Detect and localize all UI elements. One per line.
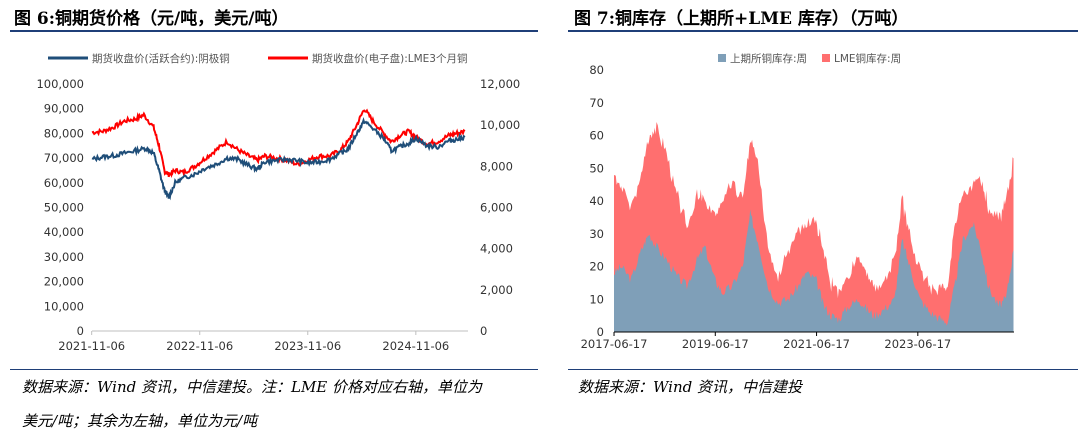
y-tick-label: 30 xyxy=(589,227,604,241)
y-right-tick-label: 10,000 xyxy=(480,118,520,132)
legend-swatch-lme xyxy=(822,54,830,62)
y-left-tick-label: 50,000 xyxy=(44,201,84,215)
y-right-tick-label: 12,000 xyxy=(480,77,520,91)
y-left-tick-label: 40,000 xyxy=(44,225,84,239)
copper-inventory-chart: 0 10 20 30 40 50 60 70 80 2017-06-17 2019-06-17 202… xyxy=(581,52,1014,351)
x-tick-label: 2023-11-06 xyxy=(274,339,341,353)
y-right-tick-label: 8,000 xyxy=(480,159,513,173)
y-right-tick-label: 0 xyxy=(480,324,487,338)
x-tick-label: 2024-11-06 xyxy=(382,339,449,353)
x-tick-label: 2023-06-17 xyxy=(884,337,951,351)
x-tick-label: 2022-11-06 xyxy=(166,339,233,353)
y-left-tick-label: 90,000 xyxy=(44,102,84,116)
y-left-tick-label: 30,000 xyxy=(44,250,84,264)
legend-swatch-shfe xyxy=(718,54,726,62)
y-right-tick-label: 6,000 xyxy=(480,201,513,215)
title-rule xyxy=(10,30,538,32)
left-chart-title: 图 6:铜期货价格（元/吨，美元/吨） xyxy=(14,9,289,29)
y-tick-label: 70 xyxy=(589,96,604,110)
y-left-tick-label: 60,000 xyxy=(44,176,84,190)
left-chart-panel: 图 6:铜期货价格（元/吨，美元/吨） 0 10,000 20,000 30,000 4… xyxy=(10,9,538,430)
x-tick-label: 2017-06-17 xyxy=(581,337,648,351)
y-left-tick-label: 0 xyxy=(77,324,84,338)
right-chart-title: 图 7:铜库存（上期所+LME 库存）（万吨） xyxy=(574,9,909,29)
y-left-tick-label: 10,000 xyxy=(44,299,84,313)
y-left-tick-label: 80,000 xyxy=(44,126,84,140)
right-source-line-1: 数据来源：Wind 资讯，中信建投 xyxy=(578,378,802,396)
y-tick-label: 80 xyxy=(589,63,604,77)
right-chart-panel: 图 7:铜库存（上期所+LME 库存）（万吨） 0 10 20 30 40 50 60 70 8… xyxy=(560,0,1080,440)
x-tick-label: 2019-06-17 xyxy=(682,337,749,351)
legend-label-lme: 期货收盘价(电子盘):LME3个月铜 xyxy=(312,52,467,65)
x-tick-label: 2021-06-17 xyxy=(783,337,850,351)
y-tick-label: 40 xyxy=(589,194,604,208)
y-right-tick-label: 4,000 xyxy=(480,242,513,256)
y-tick-label: 20 xyxy=(589,260,604,274)
series-line-shfe xyxy=(91,116,466,201)
x-tick-label: 2021-11-06 xyxy=(58,339,125,353)
y-tick-label: 60 xyxy=(589,129,604,143)
y-tick-label: 50 xyxy=(589,161,604,175)
left-source-line-1: 数据来源：Wind 资讯，中信建投。注：LME 价格对应右轴，单位为 xyxy=(22,378,483,396)
legend-label-lme: LME铜库存:周 xyxy=(834,52,901,65)
copper-price-chart: 0 10,000 20,000 30,000 40,000 50,000 60,000 70,… xyxy=(36,52,520,353)
bottom-rule xyxy=(568,369,1078,370)
legend-label-shfe: 上期所铜库存:周 xyxy=(730,52,807,65)
legend-label-shfe: 期货收盘价(活跃合约):阴极铜 xyxy=(92,52,230,65)
title-rule xyxy=(568,30,1078,32)
left-source-line-2: 美元/吨；其余为左轴，单位为元/吨 xyxy=(22,412,258,430)
y-left-tick-label: 70,000 xyxy=(44,151,84,165)
bottom-rule xyxy=(10,369,538,370)
y-left-tick-label: 100,000 xyxy=(36,77,84,91)
y-tick-label: 0 xyxy=(597,325,604,339)
y-left-tick-label: 20,000 xyxy=(44,275,84,289)
area-shfe xyxy=(614,209,1014,332)
y-tick-label: 10 xyxy=(589,292,604,306)
y-right-tick-label: 2,000 xyxy=(480,283,513,297)
